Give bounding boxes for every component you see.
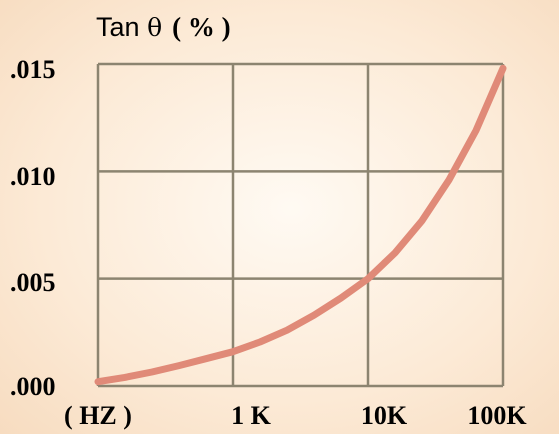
x-axis-unit-label: ( HZ ) (64, 401, 132, 430)
y-tick-label-010: .010 (10, 162, 56, 191)
chart-grid (96, 62, 505, 388)
x-tick-label-100k: 100K (467, 401, 527, 430)
y-axis-label-name: Tan (96, 12, 140, 42)
series-line (94, 64, 507, 386)
y-tick-label-000: .000 (10, 372, 56, 401)
y-axis-unit: ( % ) (172, 12, 231, 42)
theta-symbol: θ (147, 13, 163, 42)
y-tick-label-015: .015 (10, 55, 56, 84)
x-tick-label-1k: 1 K (231, 401, 271, 430)
y-axis-label: Tan θ ( % ) (96, 12, 231, 43)
y-tick-label-005: .005 (10, 268, 56, 297)
x-tick-label-10k: 10K (360, 401, 408, 430)
